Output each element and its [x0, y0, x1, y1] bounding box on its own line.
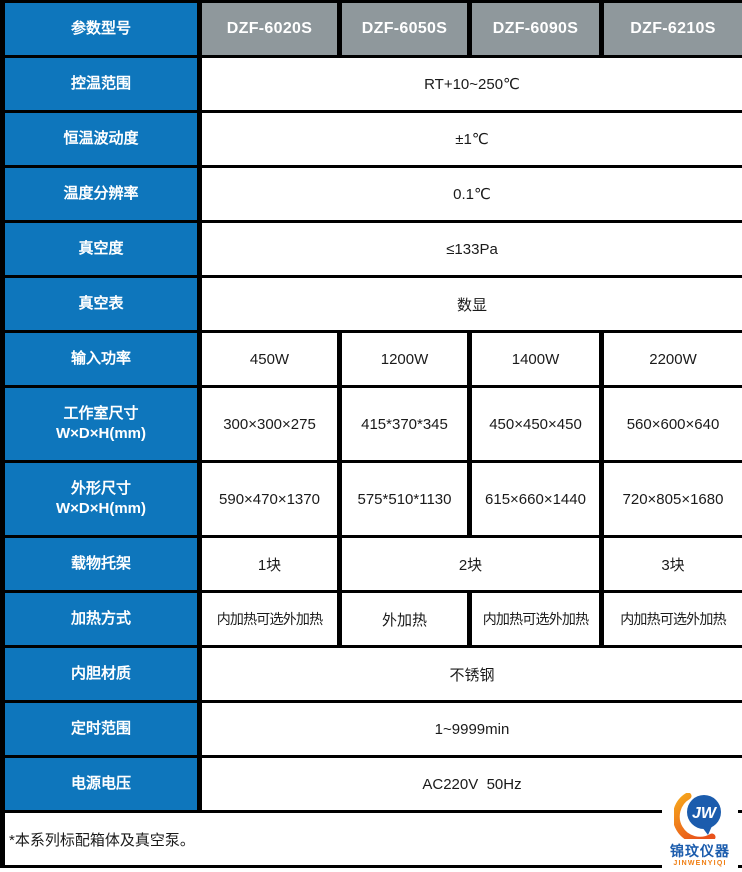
- spec-value-cell: 615×660×1440: [467, 460, 604, 538]
- spec-value-cell: 不锈钢: [197, 645, 742, 703]
- spec-value-cell: 1200W: [337, 330, 472, 388]
- spec-row: 电源电压 AC220V 50Hz: [0, 755, 742, 813]
- spec-value-cell: 560×600×640: [599, 385, 742, 463]
- param-model-header: 参数型号: [0, 0, 202, 58]
- row-label: 电源电压: [0, 755, 202, 813]
- spec-value-cell: 内加热可选外加热: [197, 590, 342, 648]
- spec-row: 真空表 数显: [0, 275, 742, 333]
- spec-value-cell: ≤133Pa: [197, 220, 742, 278]
- row-label-text: 真空度: [78, 239, 124, 257]
- spec-row: 输入功率 450W 1200W 1400W 2200W: [0, 330, 742, 388]
- row-label-text: 载物托架: [70, 554, 131, 572]
- row-label-text: 外形尺寸: [70, 479, 131, 497]
- spec-row: 控温范围 RT+10~250℃: [0, 55, 742, 113]
- spec-value-cell: 内加热可选外加热: [599, 590, 742, 648]
- spec-row: 载物托架 1块 2块 3块: [0, 535, 742, 593]
- row-label: 载物托架: [0, 535, 202, 593]
- spec-row: 外形尺寸 W×D×H(mm) 590×470×1370 575*510*1130 615…: [0, 460, 742, 538]
- model-header-1: DZF-6020S: [197, 0, 342, 58]
- spec-value-cell: RT+10~250℃: [197, 55, 742, 113]
- row-label: 真空度: [0, 220, 202, 278]
- spec-value-cell: 575*510*1130: [337, 460, 472, 538]
- spec-value-cell: 450×450×450: [467, 385, 604, 463]
- spec-value-cell: 450W: [197, 330, 342, 388]
- spec-row: 工作室尺寸 W×D×H(mm) 300×300×275 415*370*345 450×…: [0, 385, 742, 463]
- spec-value-cell: 1~9999min: [197, 700, 742, 758]
- spec-row: 定时范围 1~9999min: [0, 700, 742, 758]
- spec-value-cell: 1块: [197, 535, 342, 593]
- spec-row: 加热方式 内加热可选外加热 外加热 内加热可选外加热 内加热可选外加热: [0, 590, 742, 648]
- spec-value-cell: 415*370*345: [337, 385, 472, 463]
- model-header-4: DZF-6210S: [599, 0, 742, 58]
- model-header-3: DZF-6090S: [467, 0, 604, 58]
- row-label: 工作室尺寸 W×D×H(mm): [0, 385, 202, 463]
- row-label-text: 恒温波动度: [63, 129, 139, 147]
- row-label: 恒温波动度: [0, 110, 202, 168]
- spec-value-cell: ±1℃: [197, 110, 742, 168]
- row-label-text: 真空表: [78, 294, 124, 312]
- spec-row: 内胆材质 不锈钢: [0, 645, 742, 703]
- spec-value-cell: 内加热可选外加热: [467, 590, 604, 648]
- row-label-text: 加热方式: [70, 609, 131, 627]
- row-label-text: 温度分辨率: [63, 184, 139, 202]
- row-label-text: 控温范围: [70, 74, 131, 92]
- spec-value-cell: 0.1℃: [197, 165, 742, 223]
- row-label: 真空表: [0, 275, 202, 333]
- row-label: 温度分辨率: [0, 165, 202, 223]
- row-label: 内胆材质: [0, 645, 202, 703]
- spec-value-cell: 2块: [337, 535, 604, 593]
- row-label: 定时范围: [0, 700, 202, 758]
- jw-logo-icon: JW: [672, 792, 721, 844]
- spec-value-cell: 2200W: [599, 330, 742, 388]
- spec-value-cell: 3块: [599, 535, 742, 593]
- spec-value-cell: 数显: [197, 275, 742, 333]
- brand-logo: JW 锦玟仪器 JINWENYIQI: [662, 791, 738, 869]
- model-header-2: DZF-6050S: [337, 0, 472, 58]
- brand-name-cn: 锦玟仪器: [670, 843, 730, 860]
- header-row: 参数型号 DZF-6020S DZF-6050S DZF-6090S DZF-6…: [0, 0, 742, 58]
- spec-row: 恒温波动度 ±1℃: [0, 110, 742, 168]
- row-label-text: 输入功率: [70, 349, 131, 367]
- footnote: *本系列标配箱体及真空泵。: [0, 810, 742, 868]
- row-label-text: 工作室尺寸: [63, 404, 139, 422]
- row-label-subtext: W×D×H(mm): [55, 425, 146, 442]
- row-label: 输入功率: [0, 330, 202, 388]
- row-label-subtext: W×D×H(mm): [55, 500, 146, 517]
- row-label-text: 定时范围: [70, 719, 131, 737]
- spec-value-cell: 720×805×1680: [599, 460, 742, 538]
- spec-value-cell: 外加热: [337, 590, 472, 648]
- brand-name-en: JINWENYIQI: [673, 859, 727, 867]
- svg-text:JW: JW: [692, 805, 718, 822]
- spec-row: 温度分辨率 0.1℃: [0, 165, 742, 223]
- row-label: 控温范围: [0, 55, 202, 113]
- footnote-row: *本系列标配箱体及真空泵。: [0, 810, 742, 868]
- row-label: 加热方式: [0, 590, 202, 648]
- spec-row: 真空度 ≤133Pa: [0, 220, 742, 278]
- row-label-text: 电源电压: [70, 774, 131, 792]
- spec-value-cell: 300×300×275: [197, 385, 342, 463]
- spec-value-cell: 1400W: [467, 330, 604, 388]
- row-label-text: 内胆材质: [70, 664, 131, 682]
- spec-value-cell: 590×470×1370: [197, 460, 342, 538]
- row-label: 外形尺寸 W×D×H(mm): [0, 460, 202, 538]
- spec-value-cell: AC220V 50Hz: [197, 755, 742, 813]
